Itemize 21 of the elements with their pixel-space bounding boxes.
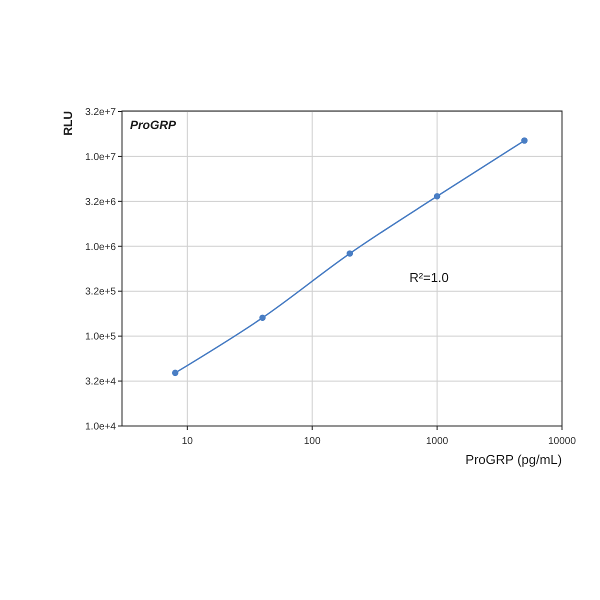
y-tick-label: 1.0e+4 (85, 422, 116, 432)
x-tick-label: 10000 (548, 436, 576, 447)
point (259, 314, 266, 321)
y-tick-label: 3.2e+7 (85, 106, 116, 118)
annotation: R²=1.0 (409, 270, 449, 286)
x-tick-label: 10 (182, 436, 194, 447)
y-tick-label: 1.0e+6 (85, 242, 116, 253)
y-axis-title: RLU (61, 111, 75, 136)
y-tick-label: 3.2e+6 (85, 196, 116, 208)
point (434, 193, 440, 200)
point (346, 250, 353, 257)
x-axis-title: ProGRP (pg/mL) (465, 452, 562, 467)
y-tick-label: 3.2e+4 (85, 376, 116, 388)
y-tick-label: 1.0e+5 (85, 332, 116, 343)
point (521, 137, 528, 144)
x-tick-label: 100 (304, 436, 321, 447)
annotation: ProGRP (130, 118, 178, 132)
x-tick-label: 1000 (426, 436, 449, 447)
point (172, 370, 178, 376)
y-tick-label: 3.2e+5 (85, 286, 116, 298)
y-tick-label: 1.0e+7 (85, 152, 116, 163)
